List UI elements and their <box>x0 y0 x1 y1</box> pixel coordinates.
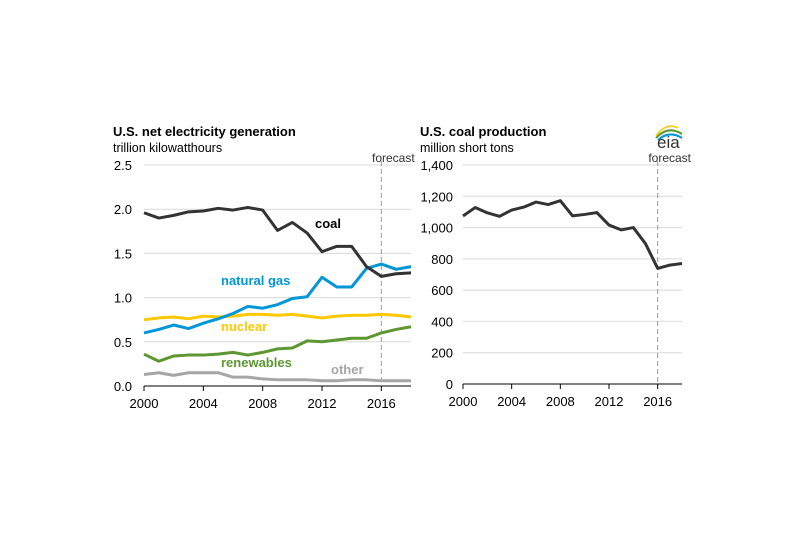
x-tick-label: 2000 <box>130 396 159 411</box>
x-tick-label: 2000 <box>449 394 478 409</box>
y-tick-label: 800 <box>431 252 453 267</box>
x-tick-label: 2012 <box>595 394 624 409</box>
series-label-coal: coal <box>315 216 341 231</box>
x-tick-label: 2004 <box>189 396 218 411</box>
y-tick-label: 600 <box>431 283 453 298</box>
y-tick-label: 1,400 <box>420 158 453 173</box>
x-tick-label: 2004 <box>497 394 526 409</box>
x-tick-label: 2016 <box>643 394 672 409</box>
y-tick-label: 0 <box>446 377 453 392</box>
chart-title: U.S. coal production <box>420 124 546 139</box>
series-label-natural-gas: natural gas <box>221 273 290 288</box>
y-tick-label: 2.5 <box>114 158 132 173</box>
nuclear-line <box>143 312 412 322</box>
y-tick-label: 1,000 <box>420 221 453 236</box>
renewables-line <box>143 325 412 363</box>
x-tick-label: 2012 <box>308 396 337 411</box>
chart-subtitle: million short tons <box>420 141 514 155</box>
series-label-other: other <box>331 362 364 377</box>
y-tick-label: 0.5 <box>114 335 132 350</box>
chart-title: U.S. net electricity generation <box>113 124 296 139</box>
chart-subtitle: trillion kilowatthours <box>113 141 222 155</box>
y-tick-label: 2.0 <box>114 202 132 217</box>
y-tick-label: 1,200 <box>420 189 453 204</box>
eia-logo: eia <box>655 125 683 152</box>
forecast-label: forecast <box>648 151 691 165</box>
svg-text:eia: eia <box>657 133 680 152</box>
x-tick-label: 2008 <box>546 394 575 409</box>
series-label-renewables: renewables <box>221 355 292 370</box>
y-tick-label: 0.0 <box>114 379 132 394</box>
y-tick-label: 1.0 <box>114 291 132 306</box>
y-tick-label: 400 <box>431 314 453 329</box>
electricity-generation-chart: U.S. net electricity generation trillion… <box>113 124 415 411</box>
forecast-label: forecast <box>372 151 415 165</box>
y-tick-label: 200 <box>431 346 453 361</box>
series-label-nuclear: nuclear <box>221 319 267 334</box>
x-tick-label: 2008 <box>248 396 277 411</box>
y-tick-label: 1.5 <box>114 246 132 261</box>
x-tick-label: 2016 <box>367 396 396 411</box>
other-line <box>143 371 411 383</box>
coal-production-chart: U.S. coal production million short tons … <box>420 124 692 409</box>
coal-line <box>143 205 412 278</box>
coal-production-line <box>462 199 683 270</box>
